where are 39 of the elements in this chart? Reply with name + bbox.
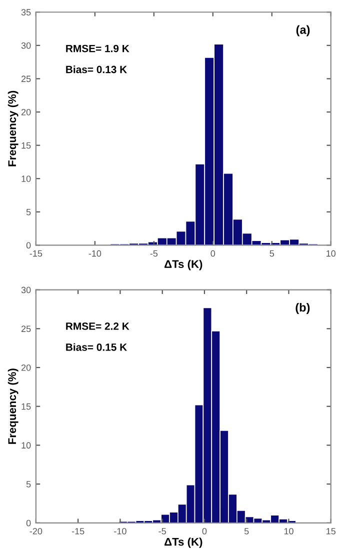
y-tick-label: 30	[21, 42, 31, 49]
x-tick-label: -5	[150, 250, 158, 257]
y-axis-title: Frequency (%)	[8, 368, 18, 444]
x-tick-label: -15	[30, 250, 42, 257]
annotation: (b)	[296, 302, 310, 314]
y-tick-label: 25	[21, 76, 31, 82]
annotation: RMSE= 1.9 K	[66, 44, 130, 52]
y-tick-label: 15	[22, 403, 31, 410]
x-tick-label: 5	[270, 250, 274, 257]
y-tick-label: 35	[21, 9, 31, 16]
y-tick-label: 30	[21, 286, 31, 294]
y-tick-label: 5	[26, 481, 31, 488]
y-tick-label: 15	[22, 142, 31, 149]
y-tick-label: 0	[26, 520, 31, 526]
annotation: Bias= 0.15 K	[66, 343, 127, 351]
x-tick-label: 10	[284, 528, 294, 534]
x-tick-label: 10	[326, 250, 336, 257]
x-tick-label: -5	[158, 528, 166, 534]
x-tick-label: 0	[210, 250, 216, 257]
x-tick-label: 15	[326, 528, 336, 534]
x-tick-label: -10	[88, 250, 102, 257]
x-tick-label: -20	[30, 528, 42, 534]
annotation: Bias= 0.13 K	[66, 66, 127, 74]
y-axis-title: Frequency (%)	[8, 90, 18, 166]
y-tick-label: 10	[22, 176, 31, 182]
x-tick-label: -15	[72, 528, 84, 534]
y-tick-label: 25	[21, 326, 31, 332]
y-tick-label: 10	[22, 442, 31, 449]
y-tick-label: 20	[21, 108, 31, 116]
x-tick-label: 0	[202, 528, 207, 534]
annotation: RMSE= 2.2 K	[66, 322, 130, 330]
x-tick-label: -10	[114, 528, 126, 534]
x-tick-label: 5	[244, 528, 249, 534]
y-tick-label: 20	[21, 364, 31, 371]
y-tick-label: 0	[26, 242, 31, 249]
y-tick-label: 5	[26, 208, 31, 216]
x-axis-title: ΔTs (K)	[164, 538, 202, 548]
annotation: (a)	[296, 25, 310, 36]
x-axis-title: ΔTs (K)	[164, 260, 202, 270]
